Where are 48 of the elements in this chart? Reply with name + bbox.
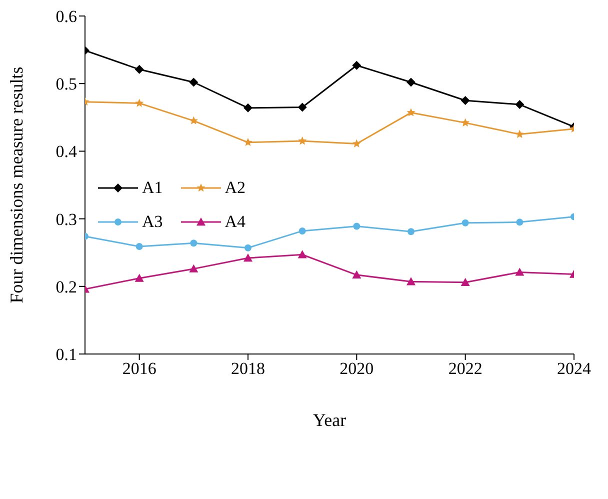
point — [406, 78, 416, 87]
point — [189, 78, 198, 87]
point — [134, 64, 144, 74]
point — [298, 136, 307, 145]
point — [516, 218, 524, 226]
y-tick-label: 0.6 — [56, 7, 77, 26]
legend-label: A1 — [142, 178, 163, 198]
point — [189, 264, 198, 272]
point — [134, 274, 144, 282]
point — [298, 102, 307, 112]
legend-label: A4 — [224, 212, 246, 232]
x-tick-label: 2020 — [340, 359, 374, 378]
point — [352, 270, 362, 279]
point — [515, 100, 524, 110]
x-tick-label: 2016 — [122, 359, 156, 378]
point — [460, 96, 470, 105]
point — [298, 227, 306, 234]
y-axis-title: Four dimensions measure results — [6, 66, 26, 304]
point — [408, 228, 414, 236]
point — [515, 130, 524, 138]
legend-label: A2 — [224, 178, 246, 198]
point — [244, 138, 252, 146]
x-tick-label: 2024 — [557, 359, 592, 378]
point — [460, 278, 470, 286]
point — [244, 103, 252, 112]
y-tick-label: 0.4 — [56, 142, 78, 162]
point — [353, 222, 360, 230]
point — [515, 268, 524, 276]
x-axis-title: Year — [312, 410, 346, 430]
point — [136, 243, 143, 250]
point — [244, 254, 252, 262]
y-tick-label: 0.1 — [56, 345, 77, 364]
x-tick-label: 2018 — [231, 359, 265, 378]
y-tick-label: 0.3 — [56, 210, 77, 229]
point — [135, 98, 144, 107]
y-tick-label: 0.5 — [56, 74, 77, 94]
point — [461, 118, 470, 126]
point — [406, 277, 416, 286]
point — [352, 60, 362, 70]
y-tick-label: 0.2 — [56, 277, 77, 296]
point — [244, 244, 252, 252]
point — [406, 108, 416, 116]
point — [462, 219, 469, 226]
point — [298, 250, 307, 258]
legend-label: A3 — [142, 212, 163, 232]
point — [190, 240, 198, 247]
point — [352, 139, 361, 148]
x-tick-label: 2022 — [448, 359, 482, 378]
